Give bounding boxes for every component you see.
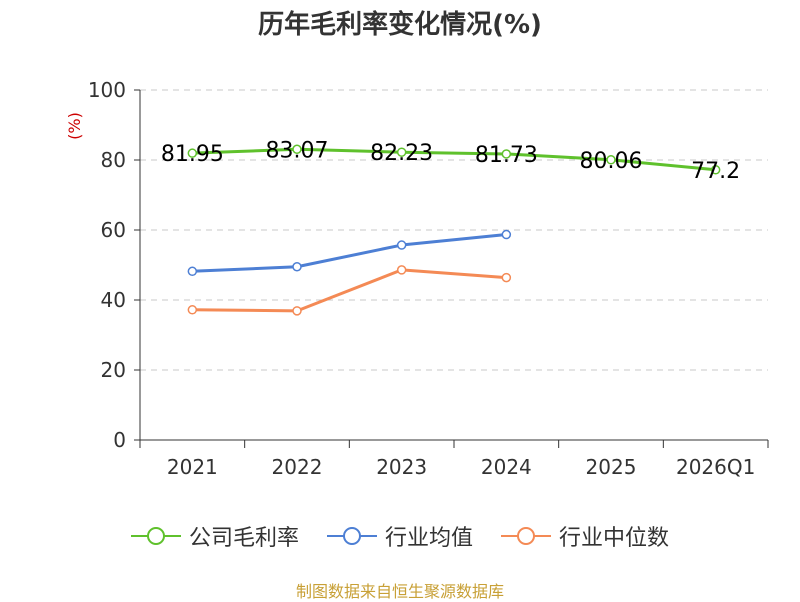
- data-point: [187, 148, 198, 158]
- y-tick-label: 20: [101, 358, 126, 382]
- x-tick-label: 2021: [167, 455, 218, 479]
- legend: 公司毛利率 行业均值 行业中位数: [0, 520, 800, 552]
- legend-label-industry-median: 行业中位数: [559, 526, 670, 551]
- data-label: 83.07: [266, 138, 329, 163]
- data-label: 81.73: [475, 143, 538, 168]
- x-tick-label: 2024: [481, 455, 532, 479]
- legend-label-company: 公司毛利率: [188, 526, 299, 551]
- x-tick-label: 2023: [376, 455, 427, 479]
- data-point: [501, 272, 512, 283]
- series-line: [192, 147, 716, 172]
- data-point: [292, 306, 302, 316]
- chart-title: 历年毛利率变化情况(%): [258, 10, 542, 40]
- data-point: [292, 144, 302, 155]
- data-point: [501, 149, 512, 159]
- x-tick-label: 2025: [586, 455, 637, 479]
- legend-marker-company: [130, 527, 181, 545]
- y-tick-label: 60: [101, 218, 126, 242]
- data-point: [710, 165, 721, 175]
- data-point: [396, 265, 407, 275]
- data-label: 82.23: [370, 141, 433, 166]
- data-label: 77.2: [691, 159, 740, 184]
- x-tick-label: 2026Q1: [676, 455, 755, 479]
- legend-item-industry-median[interactable]: 行业中位数: [501, 520, 669, 552]
- legend-label-industry-mean: 行业均值: [384, 526, 473, 551]
- y-axis-label: (%): [65, 112, 84, 140]
- legend-marker-industry-median: [501, 527, 551, 545]
- source-note: 制图数据来自恒生聚源数据库: [295, 582, 504, 601]
- legend-item-company[interactable]: 公司毛利率: [130, 520, 299, 552]
- x-tick-label: 2022: [272, 455, 323, 479]
- data-point: [396, 240, 407, 250]
- data-point: [501, 229, 512, 240]
- data-point: [606, 155, 616, 165]
- y-tick-label: 100: [88, 78, 126, 102]
- data-point: [396, 147, 407, 157]
- legend-marker-industry-mean: [326, 527, 377, 545]
- y-tick-label: 0: [113, 428, 126, 452]
- data-label: 81.95: [161, 142, 224, 167]
- y-tick-label: 40: [101, 288, 126, 312]
- y-tick-label: 80: [101, 148, 126, 172]
- series-line: [192, 268, 507, 313]
- data-point: [292, 262, 302, 272]
- data-label: 80.06: [580, 149, 643, 174]
- series-line: [192, 233, 507, 273]
- legend-item-industry-mean[interactable]: 行业均值: [326, 520, 473, 552]
- data-point: [187, 305, 198, 315]
- data-point: [187, 266, 198, 277]
